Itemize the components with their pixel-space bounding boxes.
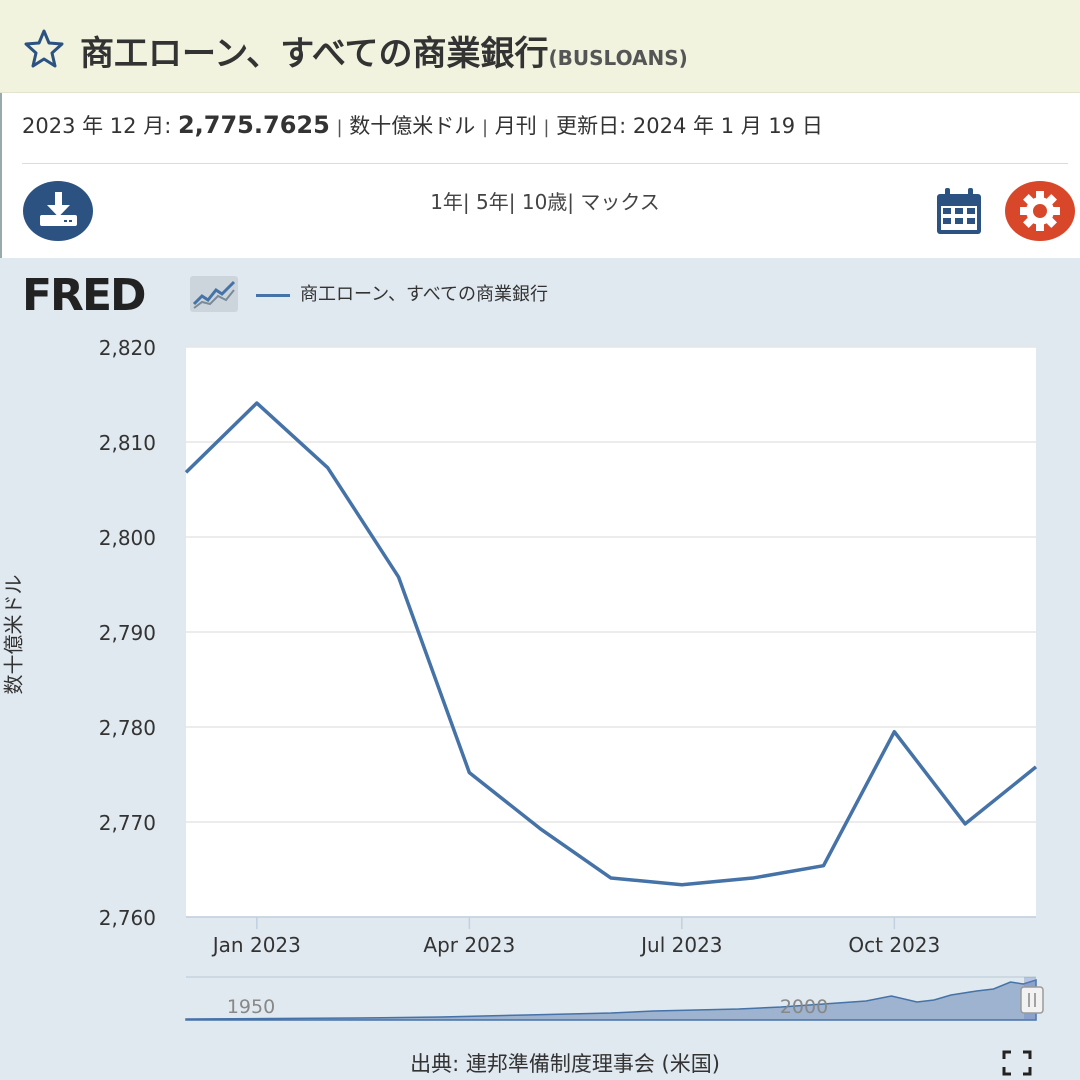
download-icon: [40, 192, 77, 226]
separator: |: [336, 117, 343, 138]
updated-label: 更新日:: [556, 114, 627, 138]
units-text: 数十億米ドル: [349, 114, 476, 138]
x-tick-label: Jul 2023: [639, 933, 722, 957]
fred-graph-icon: [190, 276, 238, 312]
x-tick-label: Apr 2023: [423, 933, 515, 957]
y-tick-label: 2,800: [99, 526, 156, 550]
title-bar: 商工ローン、すべての商業銀行(BUSLOANS): [0, 0, 1080, 93]
settings-button[interactable]: [1004, 180, 1076, 242]
star-icon[interactable]: [22, 28, 66, 68]
divider: [22, 163, 1068, 164]
separator: |: [543, 117, 550, 138]
range-10y-button[interactable]: 10歳|: [521, 190, 575, 214]
fullscreen-icon[interactable]: [1002, 1050, 1032, 1076]
observation-period: 2023 年 12 月:: [22, 114, 172, 138]
separator: |: [481, 117, 489, 138]
updated-date: 2024 年 1 月 19 日: [632, 114, 823, 138]
range-max-button[interactable]: マックス: [580, 190, 660, 214]
calendar-button[interactable]: [934, 186, 984, 236]
line-chart[interactable]: 2,760 2,770 2,780 2,790 2,800 2,810 2,820 Jan 2…: [0, 258, 1080, 1048]
series-id: (BUSLOANS): [548, 46, 688, 70]
y-tick-label: 2,820: [99, 336, 156, 360]
frequency-text: 月刊: [494, 114, 537, 138]
navigator-series-area: [185, 978, 1037, 1021]
series-title: 商工ローン、すべての商業銀行: [80, 34, 549, 74]
x-tick-label: Jan 2023: [211, 933, 301, 957]
range-1y-button[interactable]: 1年|: [430, 190, 470, 214]
observation-summary: 2023 年 12 月: 2,775.7625 | 数十億米ドル | 月刊 | …: [22, 110, 823, 140]
range-selector: 1年| 5年| 10歳| マックス: [0, 186, 1080, 215]
y-tick-label: 2,780: [99, 716, 156, 740]
page-title: 商工ローン、すべての商業銀行(BUSLOANS): [80, 26, 688, 75]
navigator-label: 2000: [780, 996, 828, 1018]
observation-value: 2,775.7625: [177, 111, 330, 139]
y-tick-label: 2,790: [99, 621, 156, 645]
navigator-label: 1950: [227, 996, 275, 1018]
fred-logo: FRED: [22, 270, 147, 321]
y-tick-label: 2,770: [99, 811, 156, 835]
x-tick-label: Oct 2023: [848, 933, 940, 957]
gear-icon: [1020, 191, 1060, 231]
y-tick-label: 2,760: [99, 906, 156, 930]
chart-legend: 商工ローン、すべての商業銀行: [256, 280, 548, 306]
legend-swatch: [256, 293, 290, 297]
calendar-icon: [937, 188, 981, 234]
source-text: 出典: 連邦準備制度理事会 (米国): [410, 1052, 720, 1076]
download-button[interactable]: [22, 180, 94, 242]
legend-label: 商工ローン、すべての商業銀行: [300, 284, 549, 305]
y-tick-label: 2,810: [99, 431, 156, 455]
range-5y-button[interactable]: 5年|: [476, 190, 516, 214]
navigator-handle[interactable]: [1020, 986, 1044, 1014]
